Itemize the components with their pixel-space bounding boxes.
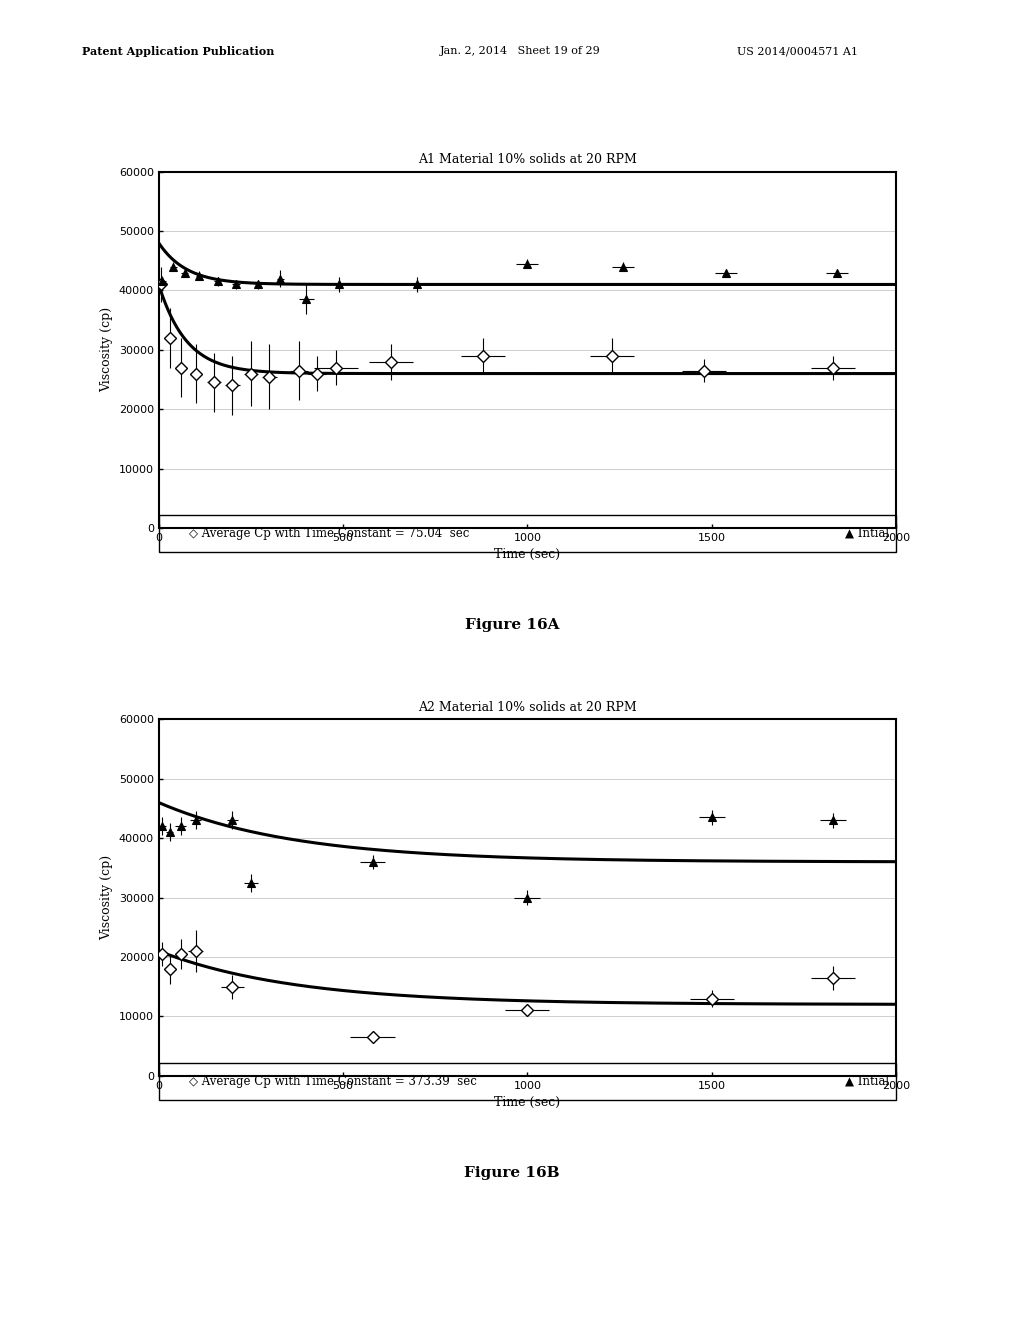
Text: Patent Application Publication: Patent Application Publication	[82, 46, 274, 57]
Text: ◇ Average Cp with Time Constant = 373.39  sec: ◇ Average Cp with Time Constant = 373.39…	[189, 1074, 477, 1088]
Text: Figure 16A: Figure 16A	[465, 618, 559, 632]
Text: Figure 16B: Figure 16B	[464, 1166, 560, 1180]
Title: A2 Material 10% solids at 20 RPM: A2 Material 10% solids at 20 RPM	[418, 701, 637, 714]
Y-axis label: Viscosity (cp): Viscosity (cp)	[100, 855, 114, 940]
Title: A1 Material 10% solids at 20 RPM: A1 Material 10% solids at 20 RPM	[418, 153, 637, 166]
X-axis label: Time (sec): Time (sec)	[495, 1096, 560, 1109]
X-axis label: Time (sec): Time (sec)	[495, 548, 560, 561]
Text: ◇ Average Cp with Time Constant = 75.04  sec: ◇ Average Cp with Time Constant = 75.04 …	[189, 527, 470, 540]
Text: ▲ Intial: ▲ Intial	[845, 1074, 889, 1088]
Text: ▲ Intial: ▲ Intial	[845, 527, 889, 540]
Text: US 2014/0004571 A1: US 2014/0004571 A1	[737, 46, 858, 57]
Text: Jan. 2, 2014   Sheet 19 of 29: Jan. 2, 2014 Sheet 19 of 29	[440, 46, 601, 57]
Y-axis label: Viscosity (cp): Viscosity (cp)	[100, 308, 114, 392]
